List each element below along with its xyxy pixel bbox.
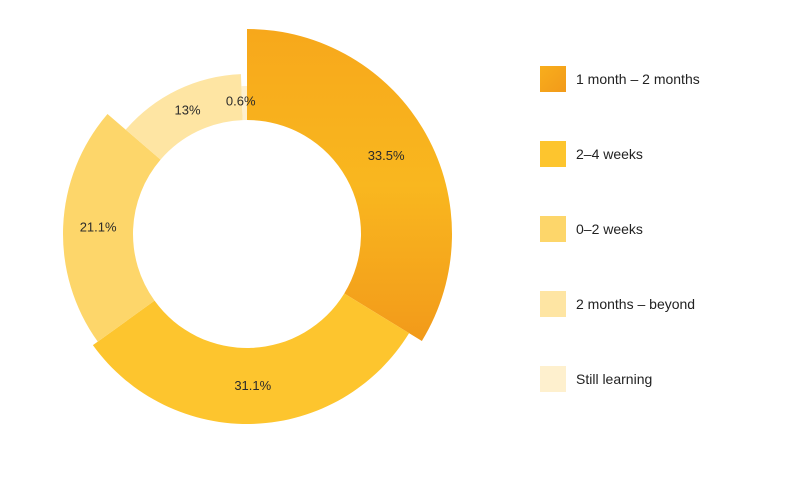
legend-item-2-4-weeks[interactable]: 2–4 weeks <box>540 140 780 168</box>
legend-item-0-2-weeks[interactable]: 0–2 weeks <box>540 215 780 243</box>
data-label-2-4-weeks: 31.1% <box>234 378 271 393</box>
legend-label: Still learning <box>576 371 653 387</box>
slice-2-4-weeks[interactable] <box>92 293 410 425</box>
slice-1-month-2-months[interactable] <box>247 29 452 341</box>
data-label-1-month-2-months: 33.5% <box>368 148 405 163</box>
legend-label: 0–2 weeks <box>576 221 643 237</box>
donut-slices <box>62 29 452 425</box>
legend-label: 2 months – beyond <box>576 296 696 312</box>
legend-item-2-months-beyond[interactable]: 2 months – beyond <box>540 290 780 318</box>
legend-label: 2–4 weeks <box>576 146 643 162</box>
legend-swatch <box>540 291 566 317</box>
slice-still-learning[interactable] <box>241 86 247 121</box>
legend-label: 1 month – 2 months <box>576 71 700 87</box>
legend-swatch <box>540 366 566 392</box>
donut-chart: 33.5% 31.1% 21.1% 13% 0.6% <box>62 29 452 425</box>
slice-0-2-weeks[interactable] <box>62 114 161 342</box>
legend: 1 month – 2 months 2–4 weeks 0–2 weeks 2… <box>540 65 780 440</box>
legend-swatch <box>540 216 566 242</box>
legend-item-still-learning[interactable]: Still learning <box>540 365 780 393</box>
data-label-2-months-beyond: 13% <box>174 103 200 118</box>
legend-item-1-month-2-months[interactable]: 1 month – 2 months <box>540 65 780 93</box>
legend-swatch <box>540 141 566 167</box>
data-label-0-2-weeks: 21.1% <box>80 220 117 235</box>
donut-labels: 33.5% 31.1% 21.1% 13% 0.6% <box>80 93 405 393</box>
data-label-still-learning: 0.6% <box>226 93 256 108</box>
slice-2-months-beyond[interactable] <box>125 74 243 160</box>
legend-swatch <box>540 66 566 92</box>
